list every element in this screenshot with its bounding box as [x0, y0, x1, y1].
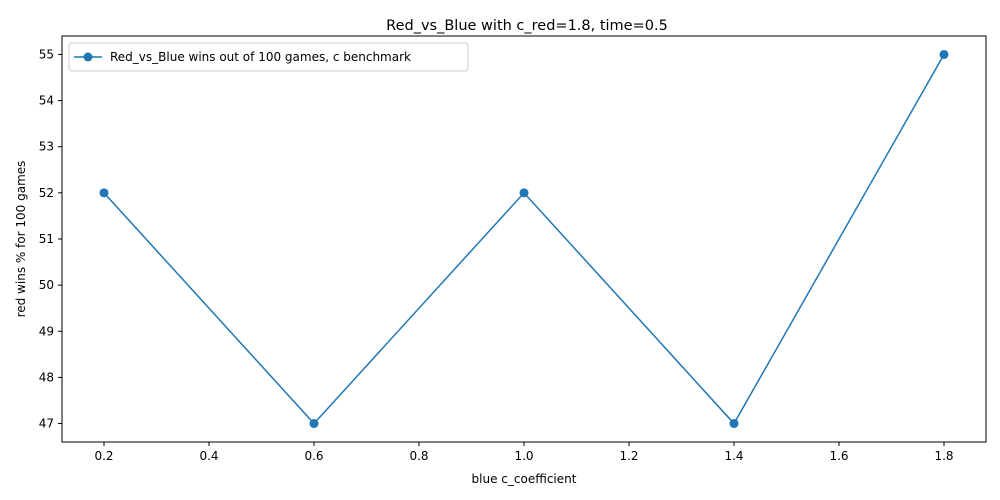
- plot-area-frame: [61, 35, 987, 443]
- legend: Red_vs_Blue wins out of 100 games, c ben…: [68, 42, 469, 72]
- y-tick-label: 54: [39, 94, 54, 108]
- y-axis-title: red wins % for 100 games: [14, 161, 28, 318]
- y-tick-label: 55: [39, 47, 54, 61]
- series-layer: [99, 49, 949, 429]
- x-tick-label: 0.4: [199, 449, 218, 463]
- y-tick-label: 48: [39, 370, 54, 384]
- y-tick-label: 50: [39, 278, 54, 292]
- legend-marker-swatch: [83, 52, 93, 62]
- data-point: [99, 188, 109, 198]
- x-tick-label: 1.8: [934, 449, 953, 463]
- x-tick-label: 1.0: [514, 449, 533, 463]
- x-tick-label: 0.6: [304, 449, 323, 463]
- x-axis-ticks: 0.2 0.4 0.6 0.8 1.0 1.2 1.4 1.6 1.8: [94, 442, 954, 463]
- x-tick-label: 0.8: [409, 449, 428, 463]
- series-line: [103, 54, 945, 425]
- y-axis-ticks: 47 48 49 50 51 52 53 54 55: [39, 47, 62, 431]
- legend-frame: [68, 42, 469, 72]
- data-point: [309, 419, 319, 429]
- x-tick-label: 1.6: [829, 449, 848, 463]
- y-tick-label: 49: [39, 324, 54, 338]
- y-tick-label: 47: [39, 417, 54, 431]
- chart-title: Red_vs_Blue with c_red=1.8, time=0.5: [386, 18, 668, 34]
- x-tick-label: 0.2: [94, 449, 113, 463]
- y-tick-label: 52: [39, 186, 54, 200]
- data-point: [939, 49, 949, 59]
- y-tick-label: 53: [39, 140, 54, 154]
- legend-label: Red_vs_Blue wins out of 100 games, c ben…: [110, 50, 411, 64]
- y-tick-label: 51: [39, 232, 54, 246]
- x-axis-title: blue c_coefficient: [472, 472, 577, 486]
- x-tick-label: 1.2: [619, 449, 638, 463]
- x-tick-label: 1.4: [724, 449, 743, 463]
- data-point: [519, 188, 529, 198]
- data-point: [729, 419, 739, 429]
